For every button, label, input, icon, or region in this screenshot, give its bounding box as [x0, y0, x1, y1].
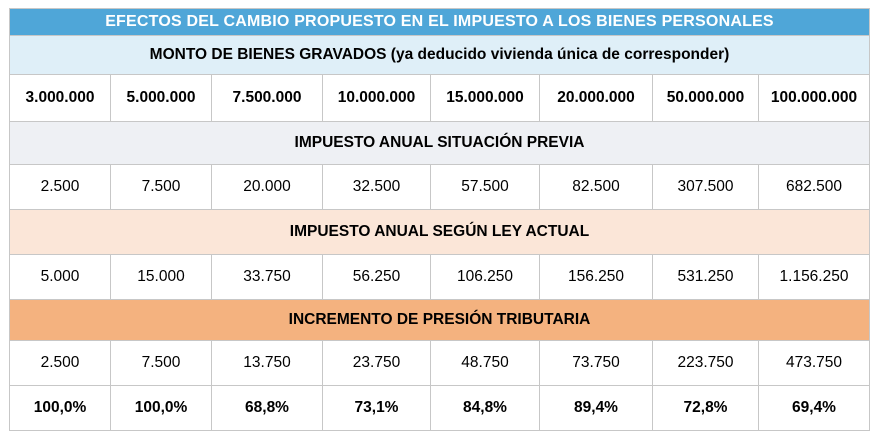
amount-cell: 7.500.000: [211, 74, 323, 122]
previous-value-cell: 32.500: [322, 164, 431, 210]
previous-value-cell: 682.500: [758, 164, 870, 210]
previous-header: IMPUESTO ANUAL SITUACIÓN PREVIA: [9, 121, 870, 165]
increase-value-cell: 2.500: [9, 340, 111, 386]
increase-percent-cell: 68,8%: [211, 385, 323, 431]
increase-value-cell: 223.750: [652, 340, 759, 386]
tax-effects-table: EFECTOS DEL CAMBIO PROPUESTO EN EL IMPUE…: [9, 8, 870, 431]
amounts-row: 3.000.000 5.000.000 7.500.000 10.000.000…: [9, 74, 870, 122]
current-header-row: IMPUESTO ANUAL SEGÚN LEY ACTUAL: [9, 209, 870, 255]
increase-values-row: 2.500 7.500 13.750 23.750 48.750 73.750 …: [9, 340, 870, 386]
increase-value-cell: 13.750: [211, 340, 323, 386]
amount-cell: 20.000.000: [539, 74, 653, 122]
current-values-row: 5.000 15.000 33.750 56.250 106.250 156.2…: [9, 254, 870, 300]
increase-percent-cell: 100,0%: [110, 385, 212, 431]
previous-value-cell: 82.500: [539, 164, 653, 210]
increase-percent-cell: 72,8%: [652, 385, 759, 431]
current-value-cell: 531.250: [652, 254, 759, 300]
current-value-cell: 1.156.250: [758, 254, 870, 300]
title-row: EFECTOS DEL CAMBIO PROPUESTO EN EL IMPUE…: [9, 8, 870, 36]
previous-value-cell: 2.500: [9, 164, 111, 210]
previous-value-cell: 7.500: [110, 164, 212, 210]
current-value-cell: 33.750: [211, 254, 323, 300]
increase-percent-cell: 73,1%: [322, 385, 431, 431]
amount-cell: 15.000.000: [430, 74, 540, 122]
increase-value-cell: 23.750: [322, 340, 431, 386]
current-value-cell: 106.250: [430, 254, 540, 300]
amount-cell: 100.000.000: [758, 74, 870, 122]
increase-percent-cell: 84,8%: [430, 385, 540, 431]
current-value-cell: 156.250: [539, 254, 653, 300]
increase-percent-cell: 89,4%: [539, 385, 653, 431]
current-value-cell: 15.000: [110, 254, 212, 300]
increase-value-cell: 473.750: [758, 340, 870, 386]
table-subtitle: MONTO DE BIENES GRAVADOS (ya deducido vi…: [9, 35, 870, 75]
previous-value-cell: 20.000: [211, 164, 323, 210]
increase-percent-cell: 100,0%: [9, 385, 111, 431]
subtitle-row: MONTO DE BIENES GRAVADOS (ya deducido vi…: [9, 35, 870, 75]
previous-header-row: IMPUESTO ANUAL SITUACIÓN PREVIA: [9, 121, 870, 165]
current-value-cell: 5.000: [9, 254, 111, 300]
amount-cell: 10.000.000: [322, 74, 431, 122]
increase-value-cell: 73.750: [539, 340, 653, 386]
increase-header: INCREMENTO DE PRESIÓN TRIBUTARIA: [9, 299, 870, 341]
increase-value-cell: 7.500: [110, 340, 212, 386]
previous-value-cell: 307.500: [652, 164, 759, 210]
increase-percent-row: 100,0% 100,0% 68,8% 73,1% 84,8% 89,4% 72…: [9, 385, 870, 431]
previous-values-row: 2.500 7.500 20.000 32.500 57.500 82.500 …: [9, 164, 870, 210]
increase-header-row: INCREMENTO DE PRESIÓN TRIBUTARIA: [9, 299, 870, 341]
current-value-cell: 56.250: [322, 254, 431, 300]
table-title: EFECTOS DEL CAMBIO PROPUESTO EN EL IMPUE…: [9, 8, 870, 36]
previous-value-cell: 57.500: [430, 164, 540, 210]
tax-effects-table-container: EFECTOS DEL CAMBIO PROPUESTO EN EL IMPUE…: [9, 8, 870, 431]
increase-value-cell: 48.750: [430, 340, 540, 386]
amount-cell: 5.000.000: [110, 74, 212, 122]
amount-cell: 3.000.000: [9, 74, 111, 122]
current-header: IMPUESTO ANUAL SEGÚN LEY ACTUAL: [9, 209, 870, 255]
amount-cell: 50.000.000: [652, 74, 759, 122]
increase-percent-cell: 69,4%: [758, 385, 870, 431]
